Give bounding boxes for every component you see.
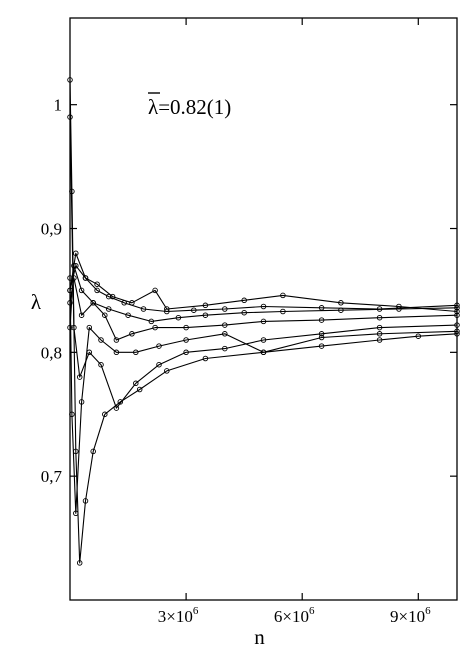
series-5-point (90, 300, 96, 306)
series-7-point (94, 281, 100, 287)
series-3-point (156, 361, 162, 368)
y-tick-label: 1 (54, 96, 63, 115)
series-4-point (113, 337, 120, 343)
series-4-point (376, 314, 383, 321)
series-7-point (152, 287, 158, 294)
series-5-point (241, 309, 247, 316)
x-axis-ticks: 3×106 6×106 9×106 (158, 18, 431, 626)
series-3-point (113, 405, 120, 411)
series-3-point (183, 349, 189, 356)
series-3-line (69, 117, 458, 409)
series-4-point (183, 324, 189, 331)
series-6-point (318, 305, 325, 311)
series-2-point (73, 510, 79, 517)
series-5-point (280, 308, 286, 315)
series-4-point (222, 322, 228, 328)
y-axis-ticks: 0,7 0,8 0,9 1 (41, 96, 457, 486)
series-7-point (338, 300, 344, 306)
mean-annotation: λ=0.82(1) (148, 92, 231, 119)
plot-frame (69, 17, 458, 601)
series-2-point (98, 337, 104, 343)
series-2-point (156, 343, 162, 349)
x-axis-label: n (254, 625, 265, 649)
series-4-point (102, 312, 108, 318)
series-1-point (102, 411, 108, 418)
series-1-point (415, 333, 422, 339)
series-4-point (260, 318, 267, 325)
series-3-point (71, 324, 77, 331)
series-4-point (78, 312, 85, 318)
series-1-line (69, 79, 458, 564)
series-3-point (376, 324, 383, 331)
series-5-point (105, 306, 112, 312)
series-1-point (136, 386, 143, 393)
series-2-point (260, 349, 267, 356)
series-1-point (376, 337, 383, 343)
series-7-point (109, 293, 116, 300)
series-6-line (69, 252, 458, 313)
series-4-line (69, 277, 458, 341)
series-2-point (318, 334, 325, 341)
series-7-point (73, 262, 79, 269)
series-1-point (117, 399, 124, 405)
series-3-point (133, 380, 139, 387)
y-tick-label: 0,7 (41, 467, 63, 486)
series-layer (67, 77, 460, 566)
y-axis-label: λ (31, 290, 42, 314)
series-2-point (113, 349, 120, 356)
series-5-point (202, 312, 209, 318)
series-7-point (164, 306, 170, 312)
series-4-point (152, 324, 158, 331)
series-5-line (69, 265, 458, 328)
series-2-point (78, 399, 85, 405)
series-1-point (82, 498, 89, 504)
series-6-point (191, 307, 197, 313)
annotation-value: =0.82(1) (158, 95, 231, 119)
series-2-point (222, 331, 228, 337)
series-3-point (222, 345, 228, 352)
series-6-point (260, 303, 267, 310)
series-6-point (94, 287, 100, 294)
series-7-point (241, 297, 247, 304)
x-tick-label: 3×106 (158, 605, 199, 626)
series-7-point (280, 292, 286, 299)
series-2-point (133, 349, 139, 356)
series-5-point (78, 287, 85, 294)
series-2-point (183, 337, 189, 343)
series-4-point (318, 317, 325, 323)
annotation-text: λ=0.82(1) (148, 95, 231, 119)
series-1-point (90, 448, 96, 455)
series-3-point (86, 349, 93, 356)
y-tick-label: 0,8 (41, 343, 62, 362)
series-2-line (69, 277, 458, 514)
series-2-point (376, 331, 383, 337)
series-3-point (260, 337, 267, 343)
series-1-point (164, 368, 170, 374)
series-1-point (76, 560, 83, 566)
series-1-point (202, 355, 209, 362)
x-tick-label: 6×106 (274, 605, 315, 626)
series-5-point (125, 312, 131, 318)
series-1-point (318, 343, 325, 349)
series-7-point (202, 302, 209, 309)
series-7-point (82, 275, 89, 281)
series-5-point (148, 318, 155, 325)
series-3-point (318, 331, 325, 337)
series-7-point (396, 303, 402, 310)
series-6-point (140, 306, 147, 312)
series-4-point (129, 331, 135, 337)
annotation-symbol: λ (148, 95, 159, 119)
series-6-point (105, 293, 112, 300)
series-3-point (76, 374, 83, 380)
series-7-point (129, 300, 135, 306)
series-6-point (222, 306, 228, 312)
series-5-point (175, 314, 182, 321)
series-2-point (86, 324, 93, 331)
series-6-point (73, 250, 79, 257)
series-6-point (376, 306, 383, 312)
x-tick-label: 9×106 (390, 605, 431, 626)
y-tick-label: 0,9 (41, 220, 62, 239)
series-3-point (98, 361, 104, 368)
